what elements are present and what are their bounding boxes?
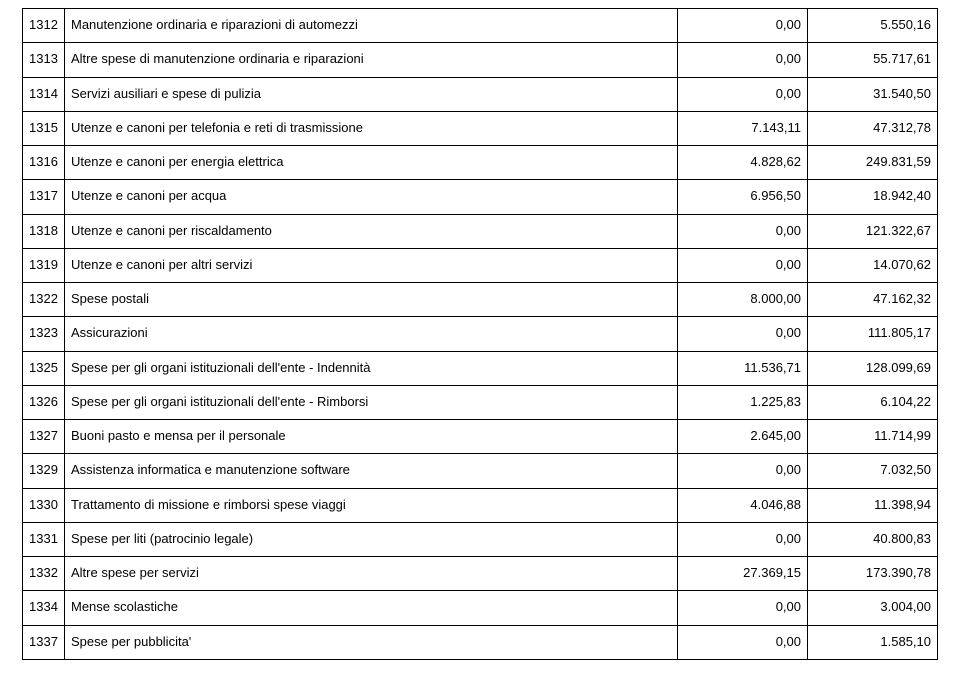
row-description: Spese postali xyxy=(65,283,678,317)
row-amount-2: 121.322,67 xyxy=(808,214,938,248)
row-amount-2: 3.004,00 xyxy=(808,591,938,625)
row-amount-1: 0,00 xyxy=(678,317,808,351)
row-code: 1327 xyxy=(23,420,65,454)
row-amount-2: 55.717,61 xyxy=(808,43,938,77)
row-amount-1: 0,00 xyxy=(678,591,808,625)
row-amount-2: 11.714,99 xyxy=(808,420,938,454)
row-amount-1: 7.143,11 xyxy=(678,111,808,145)
row-amount-1: 8.000,00 xyxy=(678,283,808,317)
row-amount-2: 1.585,10 xyxy=(808,625,938,659)
row-amount-1: 1.225,83 xyxy=(678,385,808,419)
row-amount-1: 0,00 xyxy=(678,454,808,488)
row-amount-1: 0,00 xyxy=(678,77,808,111)
row-description: Assicurazioni xyxy=(65,317,678,351)
row-amount-2: 47.312,78 xyxy=(808,111,938,145)
table-row: 1323Assicurazioni0,00111.805,17 xyxy=(23,317,938,351)
row-amount-1: 11.536,71 xyxy=(678,351,808,385)
table-row: 1322Spese postali8.000,0047.162,32 xyxy=(23,283,938,317)
row-amount-1: 0,00 xyxy=(678,522,808,556)
table-row: 1327Buoni pasto e mensa per il personale… xyxy=(23,420,938,454)
row-description: Assistenza informatica e manutenzione so… xyxy=(65,454,678,488)
row-description: Mense scolastiche xyxy=(65,591,678,625)
row-code: 1331 xyxy=(23,522,65,556)
row-description: Spese per pubblicita' xyxy=(65,625,678,659)
row-amount-1: 0,00 xyxy=(678,9,808,43)
row-description: Altre spese per servizi xyxy=(65,557,678,591)
row-code: 1334 xyxy=(23,591,65,625)
row-description: Altre spese di manutenzione ordinaria e … xyxy=(65,43,678,77)
row-description: Buoni pasto e mensa per il personale xyxy=(65,420,678,454)
table-row: 1316Utenze e canoni per energia elettric… xyxy=(23,146,938,180)
table-row: 1337Spese per pubblicita'0,001.585,10 xyxy=(23,625,938,659)
row-amount-1: 0,00 xyxy=(678,43,808,77)
row-amount-2: 128.099,69 xyxy=(808,351,938,385)
page: 1312Manutenzione ordinaria e riparazioni… xyxy=(0,0,960,680)
table-row: 1334Mense scolastiche0,003.004,00 xyxy=(23,591,938,625)
row-code: 1323 xyxy=(23,317,65,351)
table-row: 1317Utenze e canoni per acqua6.956,5018.… xyxy=(23,180,938,214)
row-description: Manutenzione ordinaria e riparazioni di … xyxy=(65,9,678,43)
row-amount-1: 0,00 xyxy=(678,625,808,659)
row-amount-2: 6.104,22 xyxy=(808,385,938,419)
row-description: Spese per gli organi istituzionali dell'… xyxy=(65,351,678,385)
row-amount-2: 14.070,62 xyxy=(808,248,938,282)
row-amount-2: 11.398,94 xyxy=(808,488,938,522)
table-row: 1313Altre spese di manutenzione ordinari… xyxy=(23,43,938,77)
table-row: 1329Assistenza informatica e manutenzion… xyxy=(23,454,938,488)
row-description: Utenze e canoni per telefonia e reti di … xyxy=(65,111,678,145)
table-row: 1315Utenze e canoni per telefonia e reti… xyxy=(23,111,938,145)
row-code: 1313 xyxy=(23,43,65,77)
row-code: 1337 xyxy=(23,625,65,659)
row-amount-1: 0,00 xyxy=(678,214,808,248)
row-code: 1325 xyxy=(23,351,65,385)
table-row: 1314Servizi ausiliari e spese di pulizia… xyxy=(23,77,938,111)
table-row: 1330Trattamento di missione e rimborsi s… xyxy=(23,488,938,522)
budget-table-body: 1312Manutenzione ordinaria e riparazioni… xyxy=(23,9,938,660)
row-description: Utenze e canoni per altri servizi xyxy=(65,248,678,282)
table-row: 1319Utenze e canoni per altri servizi0,0… xyxy=(23,248,938,282)
row-amount-2: 249.831,59 xyxy=(808,146,938,180)
table-row: 1318Utenze e canoni per riscaldamento0,0… xyxy=(23,214,938,248)
row-code: 1326 xyxy=(23,385,65,419)
table-row: 1331Spese per liti (patrocinio legale)0,… xyxy=(23,522,938,556)
row-code: 1330 xyxy=(23,488,65,522)
row-code: 1315 xyxy=(23,111,65,145)
row-description: Servizi ausiliari e spese di pulizia xyxy=(65,77,678,111)
row-amount-2: 173.390,78 xyxy=(808,557,938,591)
row-amount-1: 2.645,00 xyxy=(678,420,808,454)
row-amount-2: 47.162,32 xyxy=(808,283,938,317)
row-description: Utenze e canoni per riscaldamento xyxy=(65,214,678,248)
row-description: Spese per gli organi istituzionali dell'… xyxy=(65,385,678,419)
row-code: 1316 xyxy=(23,146,65,180)
row-amount-1: 6.956,50 xyxy=(678,180,808,214)
row-amount-1: 4.828,62 xyxy=(678,146,808,180)
row-description: Spese per liti (patrocinio legale) xyxy=(65,522,678,556)
row-amount-1: 4.046,88 xyxy=(678,488,808,522)
table-row: 1325Spese per gli organi istituzionali d… xyxy=(23,351,938,385)
row-code: 1318 xyxy=(23,214,65,248)
row-description: Trattamento di missione e rimborsi spese… xyxy=(65,488,678,522)
row-amount-2: 111.805,17 xyxy=(808,317,938,351)
row-code: 1312 xyxy=(23,9,65,43)
row-description: Utenze e canoni per acqua xyxy=(65,180,678,214)
table-row: 1312Manutenzione ordinaria e riparazioni… xyxy=(23,9,938,43)
table-row: 1332Altre spese per servizi27.369,15173.… xyxy=(23,557,938,591)
row-code: 1329 xyxy=(23,454,65,488)
row-code: 1314 xyxy=(23,77,65,111)
row-amount-2: 40.800,83 xyxy=(808,522,938,556)
row-amount-2: 31.540,50 xyxy=(808,77,938,111)
budget-table: 1312Manutenzione ordinaria e riparazioni… xyxy=(22,8,938,660)
row-code: 1319 xyxy=(23,248,65,282)
table-row: 1326Spese per gli organi istituzionali d… xyxy=(23,385,938,419)
row-code: 1332 xyxy=(23,557,65,591)
row-amount-2: 18.942,40 xyxy=(808,180,938,214)
row-amount-1: 27.369,15 xyxy=(678,557,808,591)
row-amount-1: 0,00 xyxy=(678,248,808,282)
row-code: 1322 xyxy=(23,283,65,317)
row-description: Utenze e canoni per energia elettrica xyxy=(65,146,678,180)
row-amount-2: 7.032,50 xyxy=(808,454,938,488)
row-amount-2: 5.550,16 xyxy=(808,9,938,43)
row-code: 1317 xyxy=(23,180,65,214)
